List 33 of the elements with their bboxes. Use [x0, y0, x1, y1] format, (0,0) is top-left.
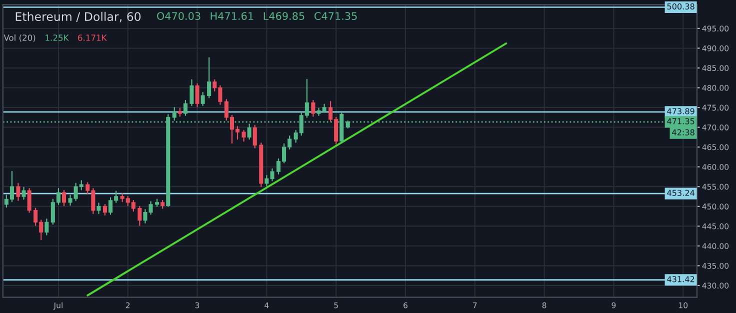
ref-line-label: 453.24	[667, 190, 694, 196]
candlestick	[62, 190, 66, 206]
ref-line-label: 431.42	[667, 276, 694, 282]
annotation: Vol (20)	[4, 34, 36, 42]
candlestick	[138, 206, 142, 226]
candlestick	[311, 100, 316, 117]
ref-line-label: 500.38	[667, 3, 694, 10]
candlestick	[102, 204, 107, 216]
candlestick	[190, 79, 194, 106]
candlestick	[27, 188, 32, 213]
ref-line-label: 473.89	[667, 108, 694, 114]
candlestick	[16, 182, 20, 202]
candlestick	[252, 124, 257, 148]
annotation: 6.171K	[78, 34, 107, 41]
candlestick	[183, 100, 188, 116]
candlestick	[172, 106, 176, 121]
candlestick	[148, 201, 153, 215]
ref-line-label: 471.35	[667, 118, 694, 124]
candlestick	[22, 186, 26, 200]
annotation: O470.03	[157, 12, 200, 20]
candlestick	[195, 83, 200, 108]
annotation: C471.35	[314, 12, 357, 20]
annotation: L469.85	[264, 12, 304, 20]
candlestick	[44, 218, 49, 236]
annotation: H471.61	[210, 12, 254, 20]
text: Ethereum / Dollar, 60	[16, 12, 141, 22]
candlestick	[96, 202, 101, 214]
candlestick	[200, 92, 205, 106]
annotation: 1.25K	[46, 34, 69, 41]
candlestick	[207, 57, 212, 98]
candlestick	[242, 130, 246, 142]
annotation: 42:38	[672, 129, 694, 136]
candlestick	[143, 209, 148, 224]
